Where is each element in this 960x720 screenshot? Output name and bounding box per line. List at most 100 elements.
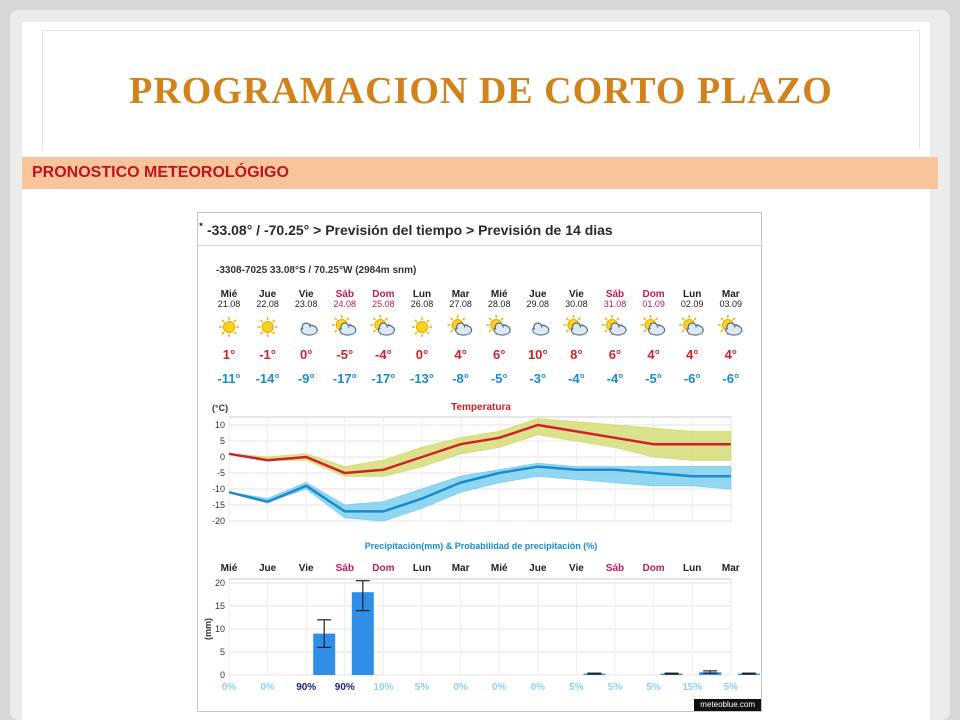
sun-cloud-icon xyxy=(640,315,666,336)
min-temperature-line xyxy=(228,465,731,513)
min-temp: -9° xyxy=(298,371,315,386)
precipitation-probability: 5% xyxy=(415,682,430,693)
min-temp: -11° xyxy=(217,371,240,386)
sun-cloud-icon xyxy=(486,315,511,336)
y-tick-label: -15 xyxy=(212,500,225,510)
y-tick-label: 0 xyxy=(220,452,225,462)
day-name: Sáb xyxy=(336,289,354,300)
breadcrumb: -33.08° / -70.25° > Previsión del tiempo… xyxy=(198,213,761,246)
day-date: 25.08 xyxy=(372,299,395,309)
min-temp: -4° xyxy=(568,371,585,386)
breadcrumb-text[interactable]: -33.08° / -70.25° > Previsión del tiempo… xyxy=(207,222,613,238)
max-temp: 4° xyxy=(725,347,737,362)
y-tick-label: 15 xyxy=(215,601,225,611)
day-name: Mar xyxy=(452,289,470,300)
day-date: 03.09 xyxy=(720,299,743,309)
max-temp: 4° xyxy=(686,347,698,362)
day-date: 29.08 xyxy=(527,299,550,309)
max-temperature-line xyxy=(228,423,731,475)
min-temp: -14° xyxy=(256,371,280,386)
x-tick-label: Lun xyxy=(683,563,701,574)
x-tick-label: Dom xyxy=(372,563,394,574)
slide-title: PROGRAMACION DE CORTO PLAZO xyxy=(129,70,833,112)
precipitation-probability: 90% xyxy=(335,682,355,693)
y-tick-label: 20 xyxy=(215,578,225,588)
day-name: Mié xyxy=(491,289,508,300)
day-date: 27.08 xyxy=(449,299,472,309)
day-date: 28.08 xyxy=(488,299,511,309)
svg-text:* *: * * xyxy=(198,221,203,231)
sun-cloud-icon xyxy=(679,315,704,336)
temperature-title: Temperatura xyxy=(451,402,511,413)
x-tick-label: Mar xyxy=(722,563,740,574)
min-temp: -6° xyxy=(684,371,701,386)
day-name: Mié xyxy=(221,289,238,300)
day-name: Mar xyxy=(722,289,740,300)
max-temp: 4° xyxy=(647,347,659,362)
precipitation-probability: 5% xyxy=(646,682,661,693)
day-date: 30.08 xyxy=(565,299,588,309)
y-tick-label: 10 xyxy=(215,420,225,430)
day-date: 24.08 xyxy=(334,299,357,309)
meteoblue-logo[interactable]: meteoblue.com xyxy=(694,699,761,711)
min-temperature-band xyxy=(228,462,732,522)
precipitation-title: Precipitación(mm) & Probabilidad de prec… xyxy=(365,541,598,551)
day-name: Jue xyxy=(259,289,277,300)
cloud-icon xyxy=(532,322,550,336)
day-date: 31.08 xyxy=(604,299,627,309)
x-tick-label: Mar xyxy=(452,563,470,574)
day-name: Sáb xyxy=(606,289,624,300)
x-tick-label: Jue xyxy=(259,563,277,574)
x-tick-label: Sáb xyxy=(336,563,354,574)
min-temp: -17° xyxy=(333,371,357,386)
max-temp: 0° xyxy=(416,347,428,362)
min-temp: -8° xyxy=(452,371,469,386)
day-name: Vie xyxy=(569,289,584,300)
precipitation-probability: 0% xyxy=(222,682,237,693)
sun-cloud-icon xyxy=(447,315,473,336)
precipitation-probability: 5% xyxy=(569,682,584,693)
min-temp: -3° xyxy=(529,371,546,386)
precipitation-probability: 0% xyxy=(453,682,468,693)
section-band: PRONOSTICO METEOROLÓGIGO xyxy=(22,157,938,189)
snow-cloud-icon xyxy=(300,322,318,336)
day-name: Dom xyxy=(372,289,394,300)
precipitation-probability: 5% xyxy=(608,682,623,693)
x-tick-label: Vie xyxy=(569,563,584,574)
max-temp: 1° xyxy=(223,347,235,362)
precipitation-probability: 15% xyxy=(682,682,702,693)
day-date: 01.09 xyxy=(642,299,665,309)
y-tick-label: -20 xyxy=(212,516,225,526)
precipitation-probability: 10% xyxy=(373,682,393,693)
sun-snow-cloud-icon xyxy=(331,315,357,336)
day-name: Lun xyxy=(683,289,701,300)
precipitation-probability: 5% xyxy=(724,682,739,693)
day-date: 22.08 xyxy=(256,299,279,309)
y-tick-label: 5 xyxy=(220,647,225,657)
sun-cloud-icon xyxy=(370,315,395,336)
max-temp: -4° xyxy=(375,347,392,362)
day-name: Jue xyxy=(529,289,547,300)
sun-icon xyxy=(219,317,239,337)
sun-cloud-icon xyxy=(717,315,743,336)
day-date: 02.09 xyxy=(681,299,704,309)
x-tick-label: Vie xyxy=(299,563,314,574)
precipitation-axis-label: (mm) xyxy=(203,618,213,640)
max-temp: 10° xyxy=(528,347,548,362)
forecast-panel: -33.08° / -70.25° > Previsión del tiempo… xyxy=(197,212,762,712)
x-tick-label: Lun xyxy=(413,563,431,574)
x-tick-label: Dom xyxy=(642,563,664,574)
min-temp: -4° xyxy=(607,371,624,386)
max-temp: -1° xyxy=(259,347,276,362)
max-temp: 6° xyxy=(609,347,621,362)
day-date: 21.08 xyxy=(218,299,241,309)
day-date: 26.08 xyxy=(411,299,434,309)
x-tick-label: Mié xyxy=(491,563,508,574)
max-temperature-band xyxy=(228,418,732,477)
y-tick-label: -5 xyxy=(217,468,225,478)
max-temp: -5° xyxy=(336,347,353,362)
x-tick-label: Jue xyxy=(529,563,547,574)
precipitation-probability: 90% xyxy=(296,682,316,693)
max-temp: 4° xyxy=(454,347,466,362)
